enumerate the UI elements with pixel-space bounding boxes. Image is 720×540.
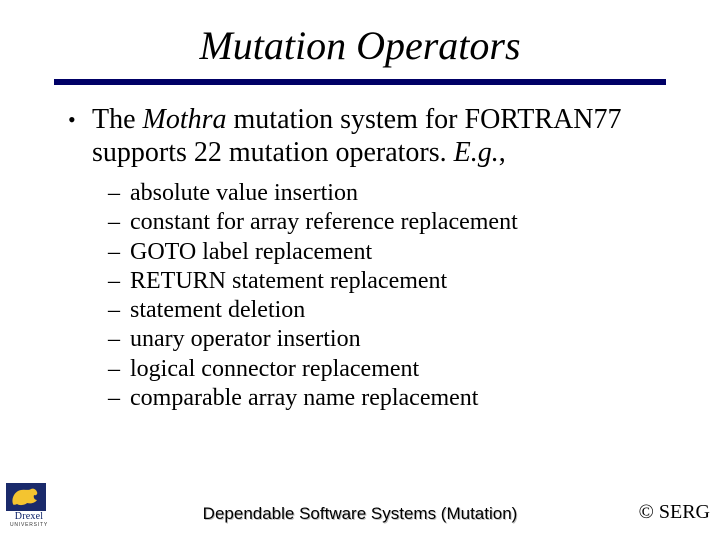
bullet-level-2: –constant for array reference replacemen… <box>108 208 666 237</box>
bullet-level-2: –unary operator insertion <box>108 325 666 354</box>
bullet-dash: – <box>108 296 130 325</box>
text-italic: E.g. <box>454 137 499 168</box>
bullet-dash: – <box>108 267 130 296</box>
slide: Mutation Operators • The Mothra mutation… <box>0 0 720 540</box>
footer-copyright: © SERG <box>639 501 710 524</box>
bullet-text: statement deletion <box>130 296 666 325</box>
sub-bullet-list: –absolute value insertion –constant for … <box>68 179 666 413</box>
bullet-text: unary operator insertion <box>130 325 666 354</box>
bullet-text: comparable array name replacement <box>130 384 666 413</box>
bullet-level-2: –comparable array name replacement <box>108 384 666 413</box>
slide-title: Mutation Operators <box>0 22 720 69</box>
bullet-dash: – <box>108 208 130 237</box>
bullet-text: constant for array reference replacement <box>130 208 666 237</box>
bullet-level-2: –GOTO label replacement <box>108 238 666 267</box>
bullet-level-2: –absolute value insertion <box>108 179 666 208</box>
bullet-text: RETURN statement replacement <box>130 267 666 296</box>
bullet-level-2: –logical connector replacement <box>108 355 666 384</box>
footer-center-text: Dependable Software Systems (Mutation) <box>0 504 720 524</box>
bullet-level-2: –statement deletion <box>108 296 666 325</box>
bullet-text: GOTO label replacement <box>130 238 666 267</box>
bullet-level-1: • The Mothra mutation system for FORTRAN… <box>68 103 666 169</box>
text-italic: Mothra <box>143 104 227 135</box>
slide-body: • The Mothra mutation system for FORTRAN… <box>0 85 720 413</box>
text-segment: , <box>499 137 506 168</box>
bullet-text: The Mothra mutation system for FORTRAN77… <box>92 103 666 169</box>
bullet-dash: – <box>108 179 130 208</box>
text-segment: The <box>92 104 143 135</box>
bullet-text: logical connector replacement <box>130 355 666 384</box>
footer: Drexel UNIVERSITY Dependable Software Sy… <box>0 486 720 532</box>
title-area: Mutation Operators <box>0 0 720 69</box>
bullet-dot: • <box>68 103 92 133</box>
bullet-level-2: –RETURN statement replacement <box>108 267 666 296</box>
bullet-dash: – <box>108 384 130 413</box>
bullet-text: absolute value insertion <box>130 179 666 208</box>
bullet-dash: – <box>108 238 130 267</box>
bullet-dash: – <box>108 325 130 354</box>
bullet-dash: – <box>108 355 130 384</box>
